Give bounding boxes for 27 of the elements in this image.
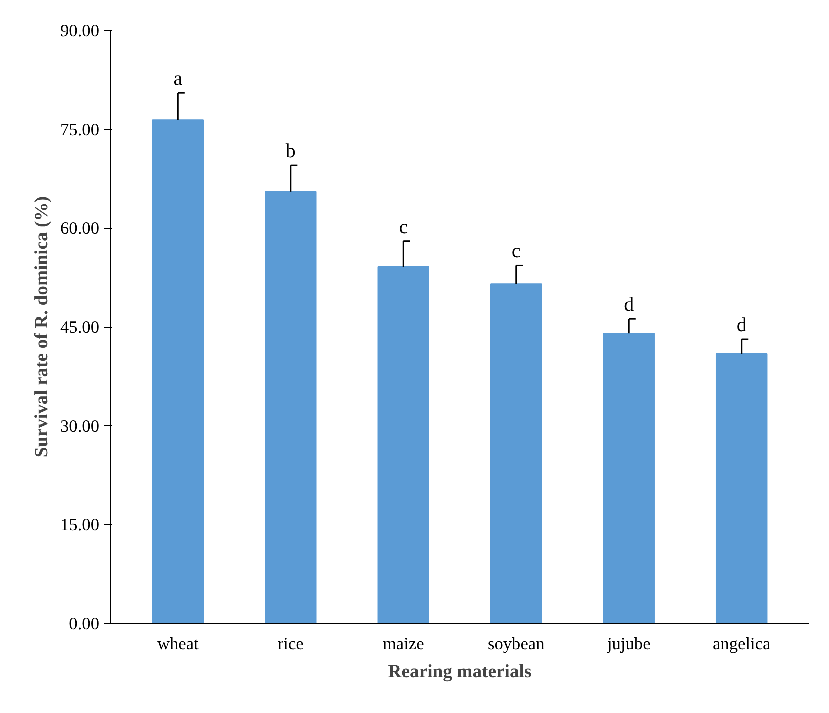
annotation: c [399, 216, 408, 238]
x-axis-title: Rearing materials [388, 662, 532, 682]
y-tick-label: 60.00 [60, 219, 100, 238]
bar [490, 284, 542, 624]
y-tick-label: 90.00 [60, 22, 100, 40]
y-axis-title: Survival rate of R. dominica (%) [32, 196, 53, 458]
y-tick-label: 0.00 [69, 614, 100, 634]
bar [152, 120, 204, 624]
x-tick-label: maize [382, 634, 425, 654]
y-tick-label: 75.00 [60, 120, 100, 140]
y-tick-label: 15.00 [60, 516, 100, 535]
annotation: a [174, 68, 183, 90]
annotation: d [736, 314, 747, 337]
annotation: b [286, 140, 296, 163]
x-tick-label: jujube [606, 634, 652, 654]
bar [716, 354, 768, 624]
y-tick-label: 30.00 [60, 416, 100, 436]
bar [603, 333, 655, 624]
bar [265, 191, 317, 624]
annotation: d [624, 294, 634, 316]
x-tick-label: soybean [488, 634, 546, 654]
bar [378, 266, 430, 624]
y-tick-label: 45.00 [60, 318, 100, 337]
x-tick-label: rice [278, 634, 304, 654]
annotation: c [512, 240, 521, 263]
x-tick-label: angelica [712, 634, 772, 654]
x-tick-label: wheat [157, 634, 200, 654]
